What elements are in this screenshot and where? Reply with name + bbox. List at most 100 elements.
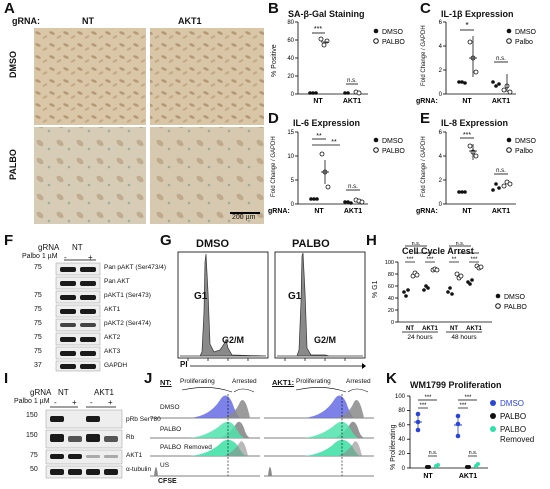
i-band (50, 434, 64, 442)
f-band-label: Pan AKT (104, 278, 130, 285)
f-band-label: AKT3 (104, 348, 121, 355)
b-xcat-akt1: AKT1 (343, 98, 361, 105)
f-band (60, 281, 76, 286)
g-histogram-dmso (177, 251, 269, 361)
j-removed: Removed (184, 444, 212, 451)
f-band (80, 364, 96, 369)
k-legend-removed-1: PALBO (500, 425, 526, 434)
f-band (60, 351, 76, 356)
g-xaxis-arrow (190, 363, 366, 369)
i-mw: 50 (30, 466, 38, 473)
b-points (308, 36, 362, 96)
d-point (346, 200, 350, 204)
i-palbo: Palbo 1 µM (14, 398, 50, 405)
f-mw-5: 75 (34, 334, 42, 341)
i-grna: gRNA (30, 388, 52, 397)
f-band (60, 309, 76, 314)
f-mw-3: 75 (34, 306, 42, 313)
h-point (422, 288, 426, 292)
c-legend-dmso: DMSO (515, 29, 537, 36)
d-point (309, 197, 313, 201)
b-ytick-0: 0 (291, 92, 295, 98)
i-band (104, 469, 118, 475)
d-ytick-0: 0 (291, 202, 295, 208)
f-band-label: pAKT1 (Ser473) (104, 292, 151, 299)
panel-b-title: SA-β-Gal Staining (288, 9, 365, 19)
h-point (454, 271, 460, 277)
h-sig-ns-24a: n.s. (412, 241, 421, 247)
micrograph-grid (34, 28, 264, 224)
panel-c-legend: DMSO Palbo (506, 28, 537, 46)
f-grna: gRNA (38, 243, 60, 252)
k-ytick-60: 60 (398, 423, 405, 429)
j-sub-prolif-2: Proliferating (296, 378, 331, 385)
j-row-palbo-removed: PALBO (160, 444, 182, 451)
k-ytick-20: 20 (398, 451, 405, 457)
d-legend-dmso: DMSO (382, 138, 404, 145)
e-ytick-2: 2 (439, 178, 443, 184)
h-sig-24akt1: *** (426, 257, 434, 263)
e-ytick-0: 0 (439, 202, 443, 208)
h-time-24: 24 hours (407, 334, 433, 341)
panel-b-ylabel: % Positive (271, 44, 278, 77)
b-point (346, 91, 350, 95)
h-chart: 0 20 40 60 80 100 n.s. n.s. *** *** ** *… (385, 241, 492, 341)
e-legend-dmso: DMSO (515, 138, 537, 145)
h-ytick-40: 40 (388, 296, 394, 302)
f-treat-minus: - (64, 253, 67, 262)
d-sig-1: ** (316, 133, 322, 140)
i-band (86, 469, 100, 475)
b-point (343, 91, 347, 95)
j-row-palbo: PALBO (160, 426, 182, 433)
j-histograms-nt (150, 387, 260, 477)
h-xcat: AKT1 (466, 326, 482, 332)
h-ytick-80: 80 (388, 272, 394, 278)
panel-d-legend: DMSO PALBO (373, 137, 405, 155)
f-band (60, 295, 76, 300)
b-point (318, 36, 324, 42)
b-xcat-nt: NT (313, 98, 323, 105)
b-ytick-80: 80 (287, 20, 294, 26)
i-band (104, 455, 118, 458)
k-chart: 0 20 40 60 80 100 *** *** n.s. *** *** n… (395, 394, 488, 480)
d-point (325, 184, 331, 190)
f-blot (55, 259, 101, 372)
d-xcat-nt: NT (314, 208, 324, 215)
b-point (311, 91, 315, 95)
f-mw-4: 75 (34, 320, 42, 327)
panel-e-title: IL-8 Expression (441, 118, 509, 128)
h-sig-48akt1: *** (470, 257, 478, 263)
k-point (436, 463, 440, 467)
k-sig: *** (419, 403, 427, 409)
c-sig-1: * (465, 21, 468, 30)
k-point (476, 462, 480, 466)
i-band (86, 416, 100, 422)
panel-label-b: B (268, 0, 279, 17)
d-point (319, 151, 325, 157)
panel-e-ylabel: Fold Change / GAPDH (421, 136, 427, 197)
panel-label-e: E (420, 110, 431, 127)
e-point (491, 188, 495, 192)
j-hist-palbo-green (304, 421, 358, 438)
k-ylabel: % Proliferating (390, 424, 397, 470)
j-hist-us (268, 467, 272, 476)
h-point (402, 290, 406, 294)
c-xcat-akt1: AKT1 (492, 98, 510, 105)
h-point (458, 273, 464, 279)
c-sig-2: n.s. (496, 56, 506, 62)
d-ytick-5: 5 (291, 178, 295, 184)
h-sig-48nt: ** (452, 257, 457, 263)
panel-b-chart: 0 20 40 60 80 *** n.s. NT AKT1 (287, 20, 368, 105)
e-ytick-4: 4 (439, 154, 443, 160)
panel-e-legend: DMSO Palbo (506, 137, 537, 155)
panel-c-chart: 0 2 4 6 * n.s. NT AKT1 gRNA: (416, 20, 516, 105)
h-legend: DMSO PALBO (495, 293, 527, 311)
f-band-label: pAKT2 (Ser474) (104, 320, 151, 327)
h-point (414, 272, 420, 278)
k-xcat-nt: NT (423, 473, 433, 480)
c-ytick-2: 2 (439, 68, 443, 74)
h-point (448, 286, 452, 290)
h-ytick-60: 60 (388, 284, 394, 290)
f-band (80, 309, 96, 314)
b-ytick-40: 40 (287, 56, 294, 62)
